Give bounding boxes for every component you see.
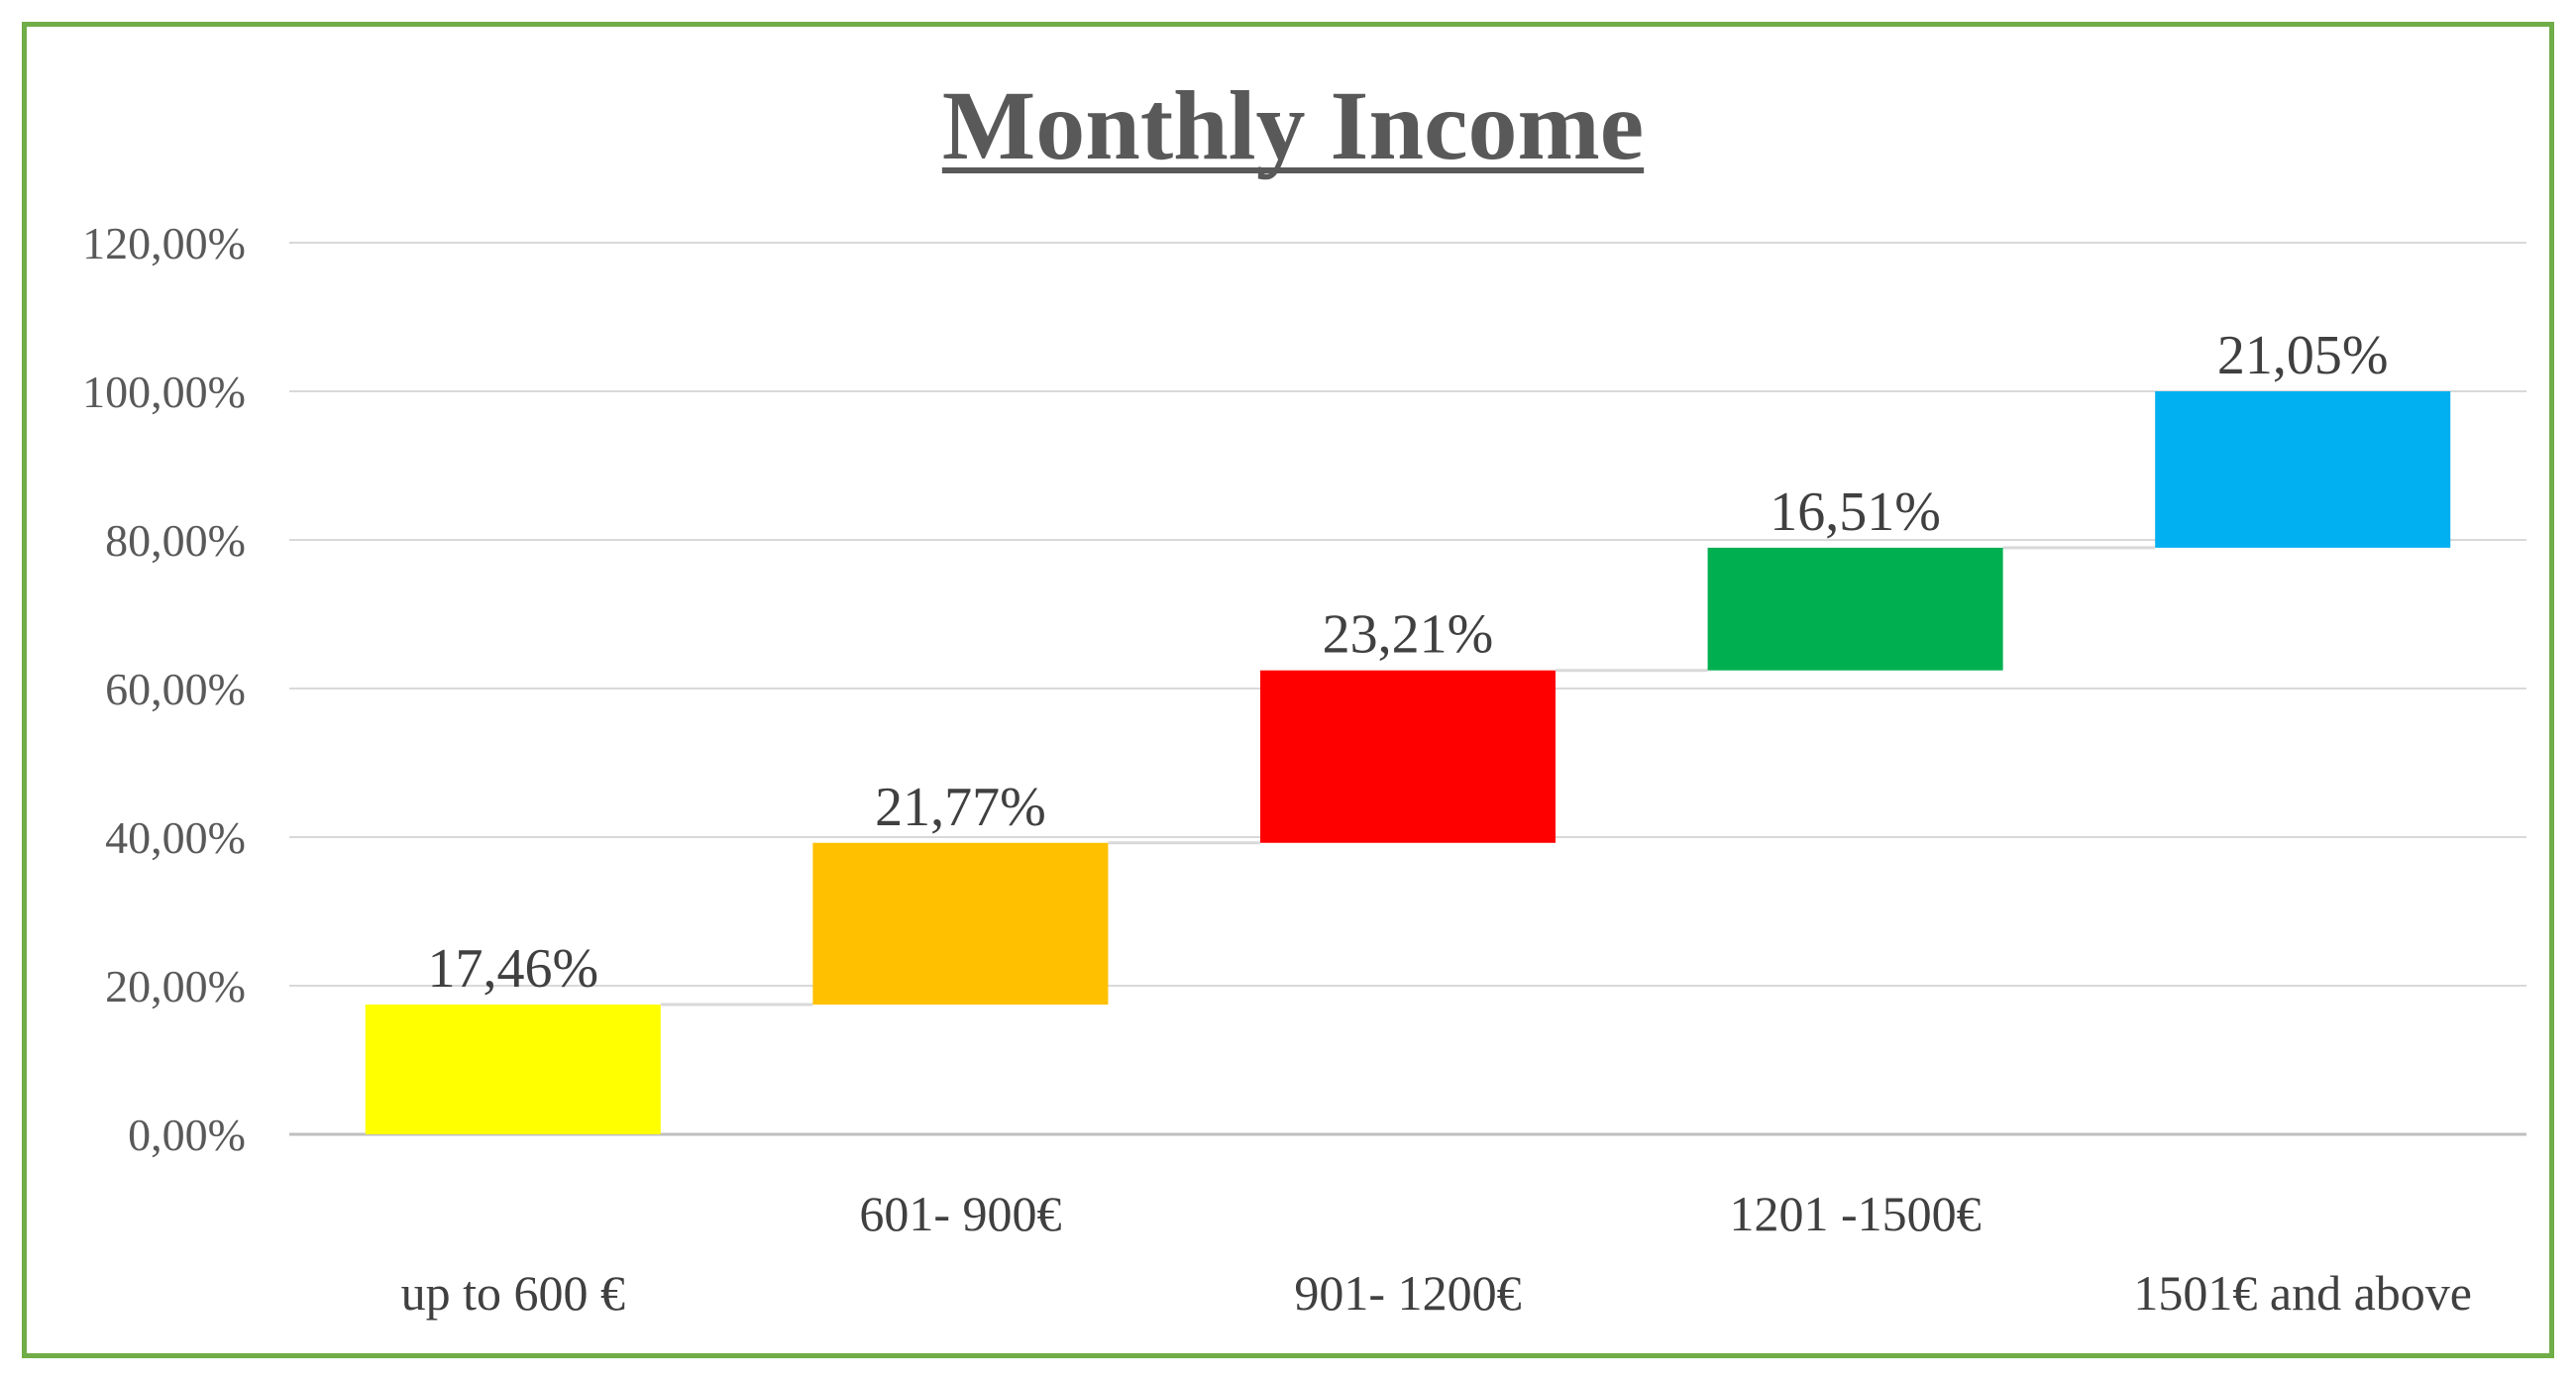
- chart-title: Monthly Income: [942, 70, 1644, 180]
- bar: [812, 842, 1109, 1006]
- category-labels: up to 600 € 601- 900€ 901- 1200€ 1201 -1500…: [401, 1186, 2472, 1321]
- category-label: up to 600 €: [401, 1265, 625, 1321]
- data-label: 17,46%: [427, 938, 598, 1000]
- y-tick-label: 80,00%: [105, 515, 246, 566]
- bars: [365, 391, 2451, 1134]
- y-tick-label: 20,00%: [105, 961, 246, 1011]
- y-tick-label: 0,00%: [128, 1110, 246, 1160]
- category-label: 601- 900€: [859, 1186, 1061, 1241]
- category-label: 901- 1200€: [1294, 1265, 1521, 1321]
- category-label: 1201 -1500€: [1730, 1186, 1982, 1241]
- connector-lines: [660, 546, 2156, 1007]
- data-label: 16,51%: [1770, 481, 1941, 543]
- y-tick-label: 40,00%: [105, 812, 246, 863]
- y-axis-ticks: 0,00% 20,00% 40,00% 60,00% 80,00% 100,00% 120,…: [82, 218, 246, 1160]
- data-label: 21,77%: [875, 777, 1046, 838]
- y-tick-label: 120,00%: [82, 218, 246, 268]
- bar: [1707, 547, 2003, 671]
- bar: [2155, 391, 2451, 548]
- data-label: 21,05%: [2217, 325, 2389, 386]
- data-label: 23,21%: [1323, 604, 1494, 666]
- y-tick-label: 60,00%: [105, 664, 246, 714]
- bar: [365, 1005, 661, 1134]
- data-labels: 17,46% 21,77% 23,21% 16,51% 21,05%: [427, 325, 2388, 1000]
- y-tick-label: 100,00%: [82, 367, 246, 417]
- bar: [1259, 670, 1556, 843]
- category-label: 1501€ and above: [2133, 1265, 2472, 1321]
